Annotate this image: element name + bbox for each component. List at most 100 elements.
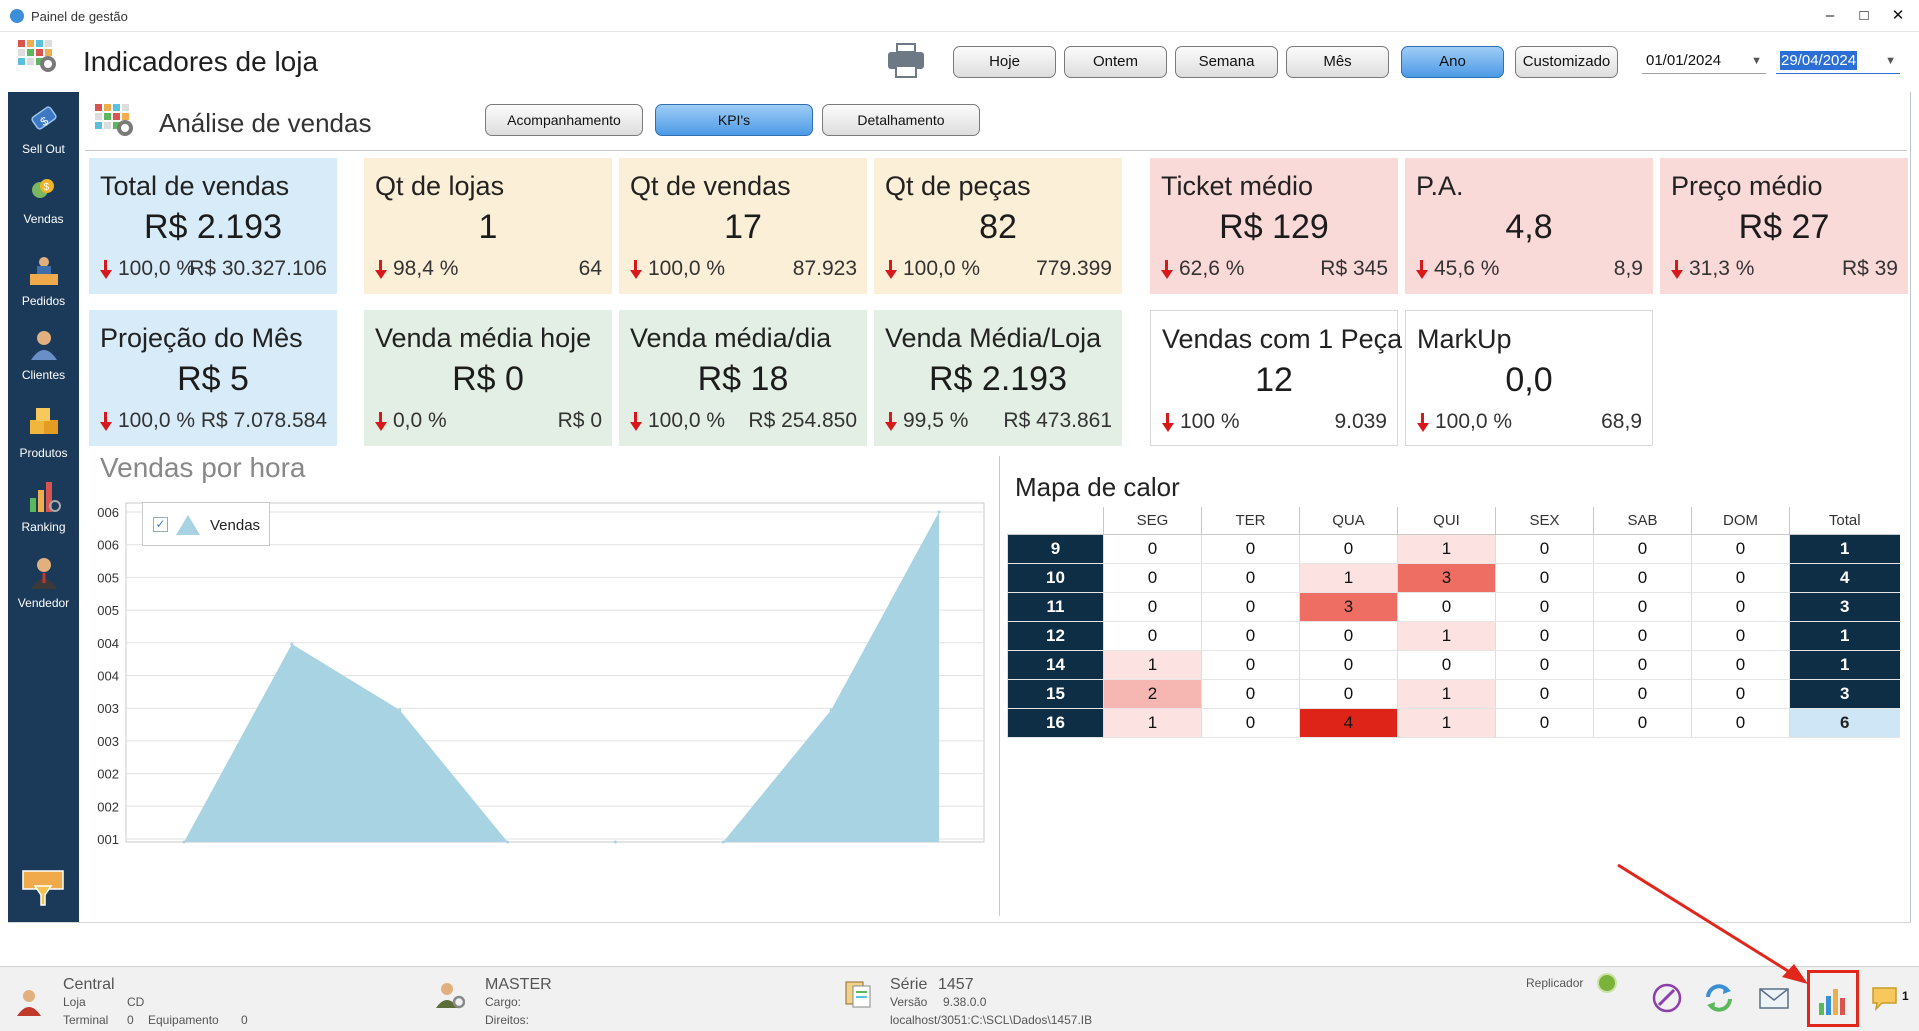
area-series-icon <box>176 515 200 535</box>
kpi-value: R$ 2.193 <box>144 208 282 246</box>
gear-icon <box>117 120 133 136</box>
kpi-percent: 31,3 % <box>1689 257 1755 280</box>
section-title: Análise de vendas <box>159 108 372 138</box>
kpi-title: Vendas com 1 Peça <box>1162 324 1403 354</box>
chevron-down-icon[interactable]: ▼ <box>1751 55 1762 67</box>
chevron-down-icon[interactable]: ▼ <box>1885 55 1896 67</box>
sidebar: $ Sell Out $ Vendas Pedidos Clientes <box>8 92 79 922</box>
mail-icon[interactable] <box>1757 981 1791 1015</box>
heatmap-row: 11 0 0 3 0 0 0 0 3 <box>1007 592 1900 622</box>
heatmap-cell: 0 <box>1495 592 1594 622</box>
heatmap-total: 1 <box>1789 650 1900 680</box>
kpi-value: R$ 5 <box>177 360 249 398</box>
heatmap-column-header: TER <box>1201 507 1300 535</box>
sidebar-item-pedidos[interactable]: Pedidos <box>8 244 79 328</box>
user-icon <box>17 990 41 1016</box>
heatmap-cell: 0 <box>1201 563 1300 593</box>
versao-label: Versão <box>890 995 928 1009</box>
kpi-title: Ticket médio <box>1161 171 1314 201</box>
kpi-percent: 62,6 % <box>1179 257 1245 280</box>
printer-icon[interactable] <box>886 43 926 79</box>
heatmap-cell: 0 <box>1691 650 1790 680</box>
filter-funnel-icon[interactable] <box>21 868 65 908</box>
sidebar-item-vendas[interactable]: $ Vendas <box>8 162 79 246</box>
kpi-reference: R$ 345 <box>1320 257 1388 280</box>
checkbox-icon[interactable]: ✓ <box>153 517 168 532</box>
sidebar-item-produtos[interactable]: Produtos <box>8 396 79 480</box>
arrow-down-icon <box>630 411 642 433</box>
kpi-percent: 99,5 % <box>903 409 969 432</box>
heatmap-cell: 0 <box>1201 592 1300 622</box>
heatmap-title: Mapa de calor <box>1015 472 1180 502</box>
kpi-reference: 64 <box>578 257 602 280</box>
y-tick-label: 002 <box>97 767 119 782</box>
minimize-button[interactable]: – <box>1825 7 1835 24</box>
kpi-title: Total de vendas <box>100 171 290 201</box>
sidebar-item-vendedor[interactable]: Vendedor <box>8 546 79 630</box>
heatmap-cell: 0 <box>1691 708 1790 738</box>
kpi-percent: 100,0 % <box>118 409 196 432</box>
data-point <box>290 642 294 646</box>
kpi-reference: R$ 254.850 <box>748 409 857 432</box>
kpi-value: 0,0 <box>1505 361 1553 399</box>
tag-settings-icon[interactable] <box>1650 981 1684 1015</box>
date-end-field[interactable]: 29/04/2024 ▼ <box>1776 48 1900 74</box>
close-button[interactable]: ✕ <box>1891 7 1905 24</box>
terminal-value: 0 <box>127 1013 134 1027</box>
tab-2[interactable]: KPI's <box>655 104 813 136</box>
tag-icon: $ <box>31 106 57 130</box>
sidebar-item-label: Vendas <box>23 212 64 226</box>
heatmap-total: 1 <box>1789 534 1900 564</box>
date-start-field[interactable]: 01/01/2024 ▼ <box>1642 48 1766 74</box>
sidebar-item-label: Pedidos <box>21 294 66 308</box>
heatmap-table: SEG TER QUA QUI SEX SAB DOM Total 9 0 0 0 1 0 0 0 1 10 0 0… <box>1007 507 1900 738</box>
sync-icon[interactable] <box>1702 981 1736 1015</box>
kpi-percent: 100,0 % <box>1435 410 1513 433</box>
heatmap-cell: 0 <box>1299 621 1398 651</box>
loja-label: Loja <box>63 995 86 1009</box>
maximize-button[interactable]: □ <box>1859 7 1869 24</box>
period-button-1[interactable]: Hoje <box>953 46 1056 78</box>
gear-icon <box>40 56 56 72</box>
sidebar-item-clientes[interactable]: Clientes <box>8 318 79 402</box>
heatmap-row: 10 0 0 1 3 0 0 0 4 <box>1007 563 1900 593</box>
app-icon <box>10 9 24 23</box>
notification-message-icon[interactable] <box>1870 981 1904 1015</box>
period-button-3[interactable]: Semana <box>1175 46 1278 78</box>
kpi-title: Venda média/dia <box>630 323 832 353</box>
y-tick-label: 003 <box>97 734 119 749</box>
client-icon <box>31 331 57 360</box>
divider <box>85 150 1907 151</box>
sidebar-item-sell-out[interactable]: $ Sell Out <box>8 92 79 176</box>
bar-chart-icon[interactable] <box>1816 983 1850 1017</box>
sidebar-item-ranking[interactable]: Ranking <box>8 470 79 554</box>
tab-1[interactable]: Acompanhamento <box>485 104 643 136</box>
period-button-6[interactable]: Customizado <box>1515 46 1618 78</box>
heatmap-cell: 0 <box>1201 534 1300 564</box>
heatmap-column-header: SAB <box>1593 507 1692 535</box>
period-button-4[interactable]: Mês <box>1286 46 1389 78</box>
period-button-5[interactable]: Ano <box>1401 46 1504 78</box>
heatmap-cell: 0 <box>1495 679 1594 709</box>
period-button-2[interactable]: Ontem <box>1064 46 1167 78</box>
y-tick-label: 004 <box>97 669 119 684</box>
heatmap-cell: 0 <box>1593 679 1692 709</box>
salesperson-icon <box>31 558 57 589</box>
annotation-arrow <box>1617 863 1808 984</box>
kpi-value: 4,8 <box>1505 208 1553 246</box>
data-point <box>182 840 186 844</box>
tab-3[interactable]: Detalhamento <box>822 104 980 136</box>
heatmap-cell: 0 <box>1299 650 1398 680</box>
versao-value: 9.38.0.0 <box>943 995 987 1009</box>
sidebar-item-label: Vendedor <box>17 596 70 610</box>
heatmap-column-header: DOM <box>1691 507 1790 535</box>
kpi-card: Venda média hoje R$ 0 0,0 % R$ 0 <box>364 310 612 446</box>
vendas-area-series <box>184 512 939 842</box>
heatmap-cell: 2 <box>1103 679 1202 709</box>
kpi-card: Preço médio R$ 27 31,3 % R$ 39 <box>1660 158 1908 294</box>
heatmap-cell: 0 <box>1495 534 1594 564</box>
data-point <box>721 840 725 844</box>
page-title: Indicadores de loja <box>83 46 319 77</box>
replicador-status-icon <box>1599 975 1615 991</box>
